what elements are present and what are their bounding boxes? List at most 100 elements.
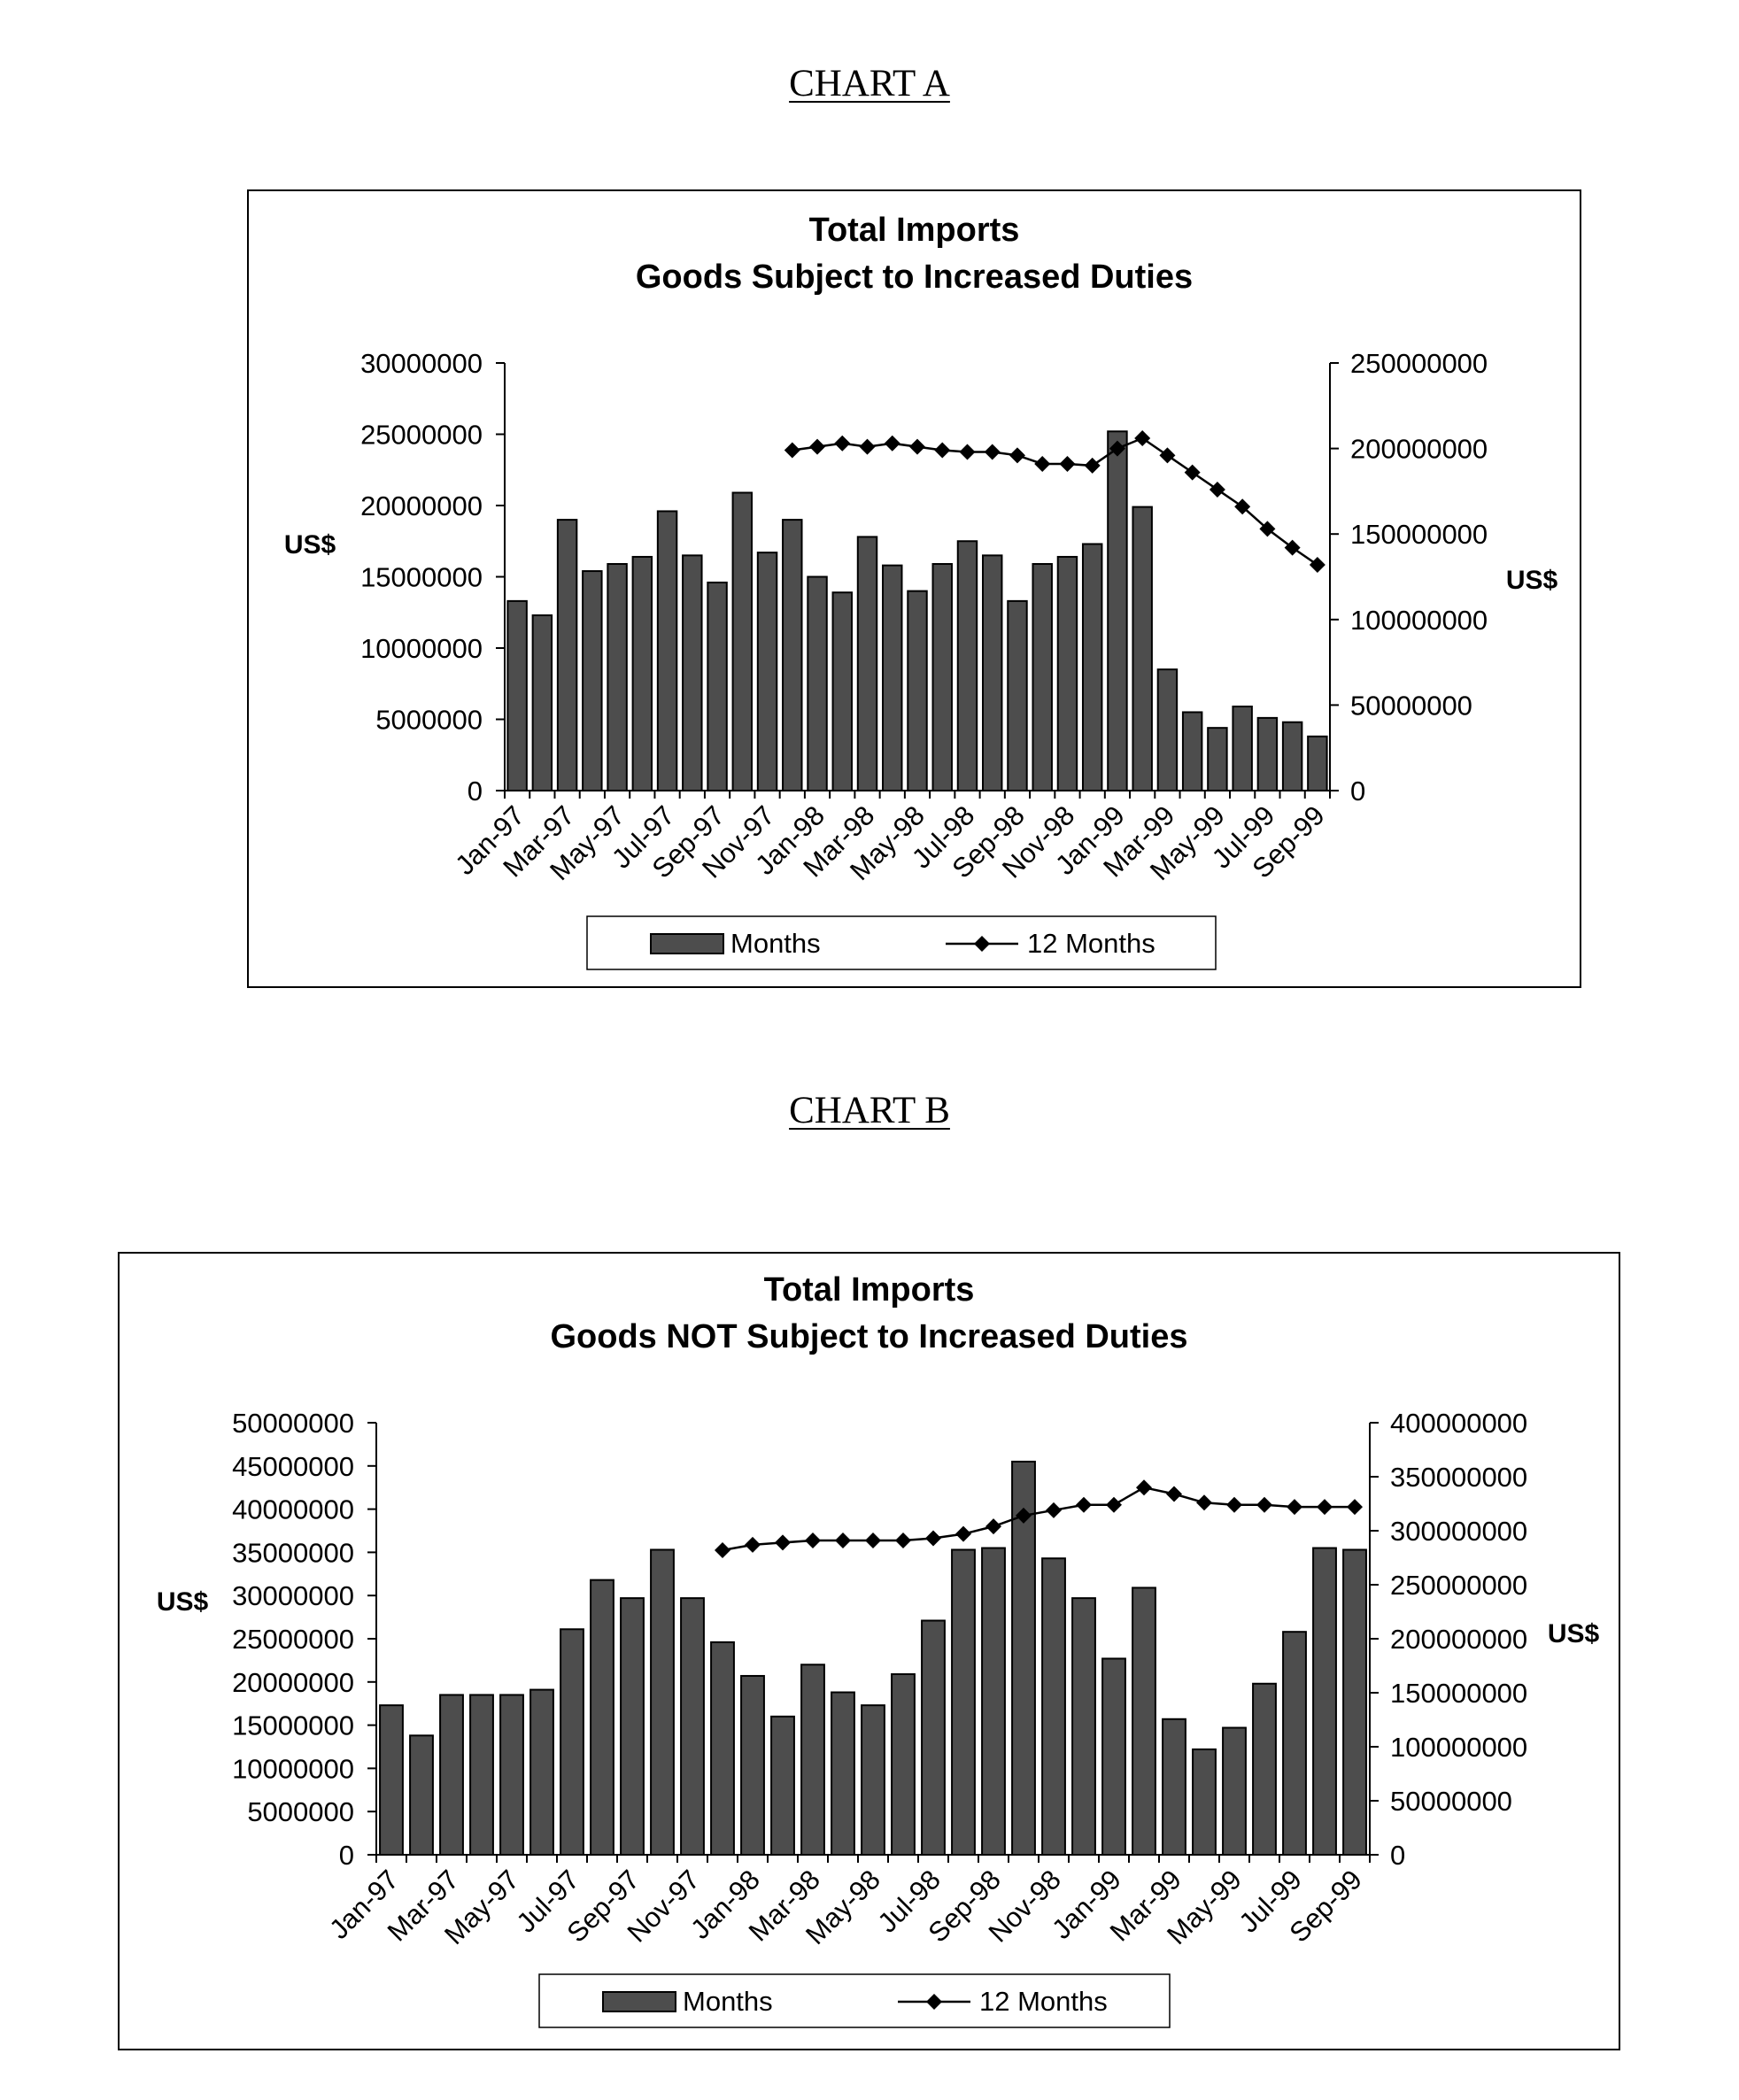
chart-a-line-point — [909, 438, 925, 455]
chart-a-ytick-right-label: 0 — [1350, 776, 1365, 807]
chart-a-bar — [1132, 506, 1153, 791]
chart-b-bar — [800, 1664, 825, 1856]
chart-b-line-point — [895, 1532, 911, 1548]
chart-b-legend-swatch-marker — [926, 1994, 942, 2010]
chart-b: Total Imports Goods NOT Subject to Increa… — [118, 1252, 1620, 2050]
chart-a-line-point — [784, 442, 800, 459]
chart-b-bar — [1342, 1548, 1367, 1856]
chart-a-bar — [506, 599, 528, 791]
chart-a-bar — [1207, 727, 1228, 791]
chart-a-bar — [1256, 716, 1279, 792]
chart-a-bar — [1081, 543, 1103, 791]
chart-b-bar — [1162, 1718, 1186, 1856]
chart-b-bar — [1252, 1682, 1277, 1857]
chart-a-frame — [247, 189, 1581, 988]
chart-b-line-point — [1287, 1499, 1302, 1516]
chart-b-ytick-left-label: 15000000 — [232, 1710, 354, 1741]
chart-a-ytick-right-label: 250000000 — [1350, 348, 1488, 379]
chart-a-bar — [1156, 668, 1179, 792]
chart-a-heading: CHART A — [789, 63, 950, 104]
chart-b-line-point — [715, 1541, 730, 1558]
chart-a-ytick-left-label: 20000000 — [360, 490, 483, 521]
chart-a-bar — [607, 563, 628, 792]
chart-a-legend-swatch-marker — [974, 936, 990, 952]
chart-b-title: Total Imports — [764, 1271, 975, 1309]
chart-b-bar — [1041, 1557, 1066, 1856]
chart-b-bar — [1101, 1657, 1126, 1856]
chart-b-bar — [409, 1734, 434, 1857]
chart-a-bar — [1232, 706, 1253, 792]
chart-b-bar — [620, 1597, 645, 1856]
chart-a-line-point — [984, 444, 1001, 460]
chart-b-line-point — [955, 1525, 971, 1542]
chart-b-legend-swatch-months — [602, 1991, 676, 2012]
chart-b-bar — [1011, 1460, 1036, 1856]
chart-a-ytick-left-label: 5000000 — [375, 705, 483, 736]
chart-b-line-point — [985, 1518, 1001, 1535]
chart-a-line-point — [934, 442, 951, 459]
chart-a-bar — [756, 552, 778, 791]
chart-a-bar — [731, 491, 754, 791]
chart-a-ytick-right-label: 150000000 — [1350, 519, 1488, 550]
chart-b-line-12-months — [722, 1486, 1355, 1552]
chart-b-line-point — [1106, 1496, 1122, 1513]
chart-b-line-point — [1226, 1496, 1242, 1513]
chart-b-ytick-left-label: 30000000 — [232, 1580, 354, 1611]
chart-a-line-point — [1059, 455, 1076, 472]
chart-b-bar — [590, 1579, 614, 1856]
chart-b-bar — [981, 1547, 1006, 1856]
chart-b-bar — [1132, 1587, 1156, 1856]
chart-b-ytick-left-label: 5000000 — [247, 1796, 354, 1827]
chart-b-ytick-left-label: 0 — [339, 1840, 354, 1871]
chart-a-bar — [582, 570, 603, 791]
chart-b-ytick-right-label: 0 — [1390, 1840, 1405, 1871]
chart-a-legend-swatch-months — [650, 933, 724, 954]
chart-a-bar — [1056, 555, 1078, 791]
chart-a-line-point — [1034, 455, 1051, 472]
chart-b-line-point — [835, 1532, 851, 1548]
chart-a-bar — [631, 555, 653, 791]
chart-b-line-point — [805, 1532, 821, 1548]
chart-b-bar — [951, 1548, 976, 1856]
chart-a-line-point — [1234, 498, 1251, 515]
chart-b-bar — [1071, 1597, 1096, 1856]
chart-a-bar — [1107, 430, 1128, 791]
chart-b-ytick-left-label: 40000000 — [232, 1494, 354, 1525]
chart-b-bar — [1312, 1547, 1337, 1856]
chart-a-ytick-right-label: 100000000 — [1350, 605, 1488, 636]
chart-a-line-point — [834, 435, 851, 452]
chart-a-bar — [907, 590, 928, 791]
chart-a-line-point — [1259, 521, 1276, 537]
chart-a-bar — [1181, 711, 1203, 792]
chart-b-ytick-left-label: 10000000 — [232, 1753, 354, 1784]
chart-a-bar — [931, 563, 953, 792]
chart-b-ytick-right-label: 400000000 — [1390, 1408, 1527, 1439]
chart-a-subtitle: Goods Subject to Increased Duties — [636, 259, 1193, 296]
chart-b-bar — [529, 1688, 554, 1857]
chart-b-line-point — [1347, 1499, 1363, 1516]
chart-b-ytick-right-label: 100000000 — [1390, 1732, 1527, 1763]
chart-b-ytick-right-label: 50000000 — [1390, 1786, 1512, 1817]
chart-a-bar — [1032, 563, 1053, 792]
chart-a-bar — [1281, 721, 1303, 791]
chart-b-bar — [1192, 1748, 1217, 1856]
chart-a-line-point — [1159, 447, 1176, 464]
chart-b-bar — [891, 1673, 916, 1856]
chart-b-bar — [560, 1628, 584, 1856]
chart-b-bar — [1282, 1631, 1307, 1856]
chart-b-ylabel-left: US$ — [157, 1587, 209, 1617]
chart-a-line-point — [884, 435, 900, 452]
chart-a-bar — [831, 591, 854, 791]
chart-a-line-point — [1134, 430, 1151, 447]
chart-a-legend-label-12-months: 12 Months — [1027, 928, 1155, 959]
chart-a-title: Total Imports — [809, 212, 1020, 249]
chart-b-ytick-left-label: 45000000 — [232, 1451, 354, 1482]
chart-a-line-12-months — [792, 436, 1318, 567]
chart-b-line-point — [865, 1532, 881, 1548]
chart-a-line-point — [859, 438, 876, 455]
chart-a-line-point — [1009, 447, 1025, 464]
chart-a-ylabel-right: US$ — [1506, 566, 1558, 595]
chart-b-ytick-right-label: 150000000 — [1390, 1678, 1527, 1709]
chart-b-bar — [710, 1641, 735, 1856]
chart-a-ytick-left-label: 25000000 — [360, 420, 483, 451]
